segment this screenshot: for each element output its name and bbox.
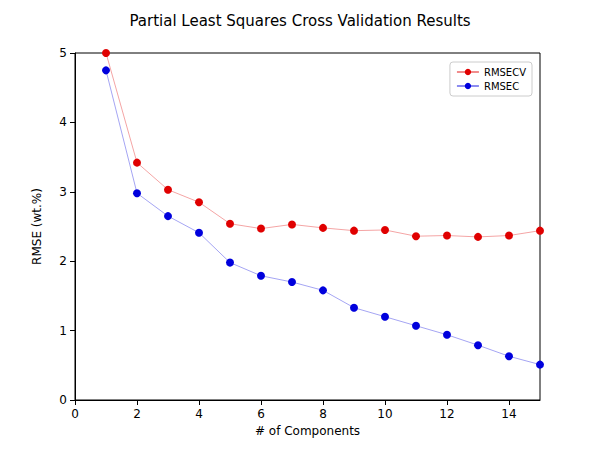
svg-text:RMSECV: RMSECV: [484, 67, 526, 78]
svg-text:2: 2: [59, 254, 67, 268]
svg-text:# of Components: # of Components: [255, 424, 360, 438]
svg-text:6: 6: [257, 407, 265, 421]
svg-text:4: 4: [59, 115, 67, 129]
svg-text:10: 10: [377, 407, 392, 421]
svg-text:2: 2: [133, 407, 141, 421]
svg-text:0: 0: [59, 393, 67, 407]
svg-text:4: 4: [195, 407, 203, 421]
svg-text:12: 12: [439, 407, 454, 421]
svg-text:RMSEC: RMSEC: [484, 81, 519, 92]
svg-text:0: 0: [71, 407, 79, 421]
svg-text:3: 3: [59, 185, 67, 199]
svg-text:8: 8: [319, 407, 327, 421]
svg-text:Partial Least Squares Cross Va: Partial Least Squares Cross Validation R…: [129, 12, 470, 30]
svg-text:5: 5: [59, 46, 67, 60]
svg-text:14: 14: [501, 407, 516, 421]
svg-text:RMSE (wt.%): RMSE (wt.%): [30, 188, 44, 265]
svg-text:1: 1: [59, 324, 67, 338]
